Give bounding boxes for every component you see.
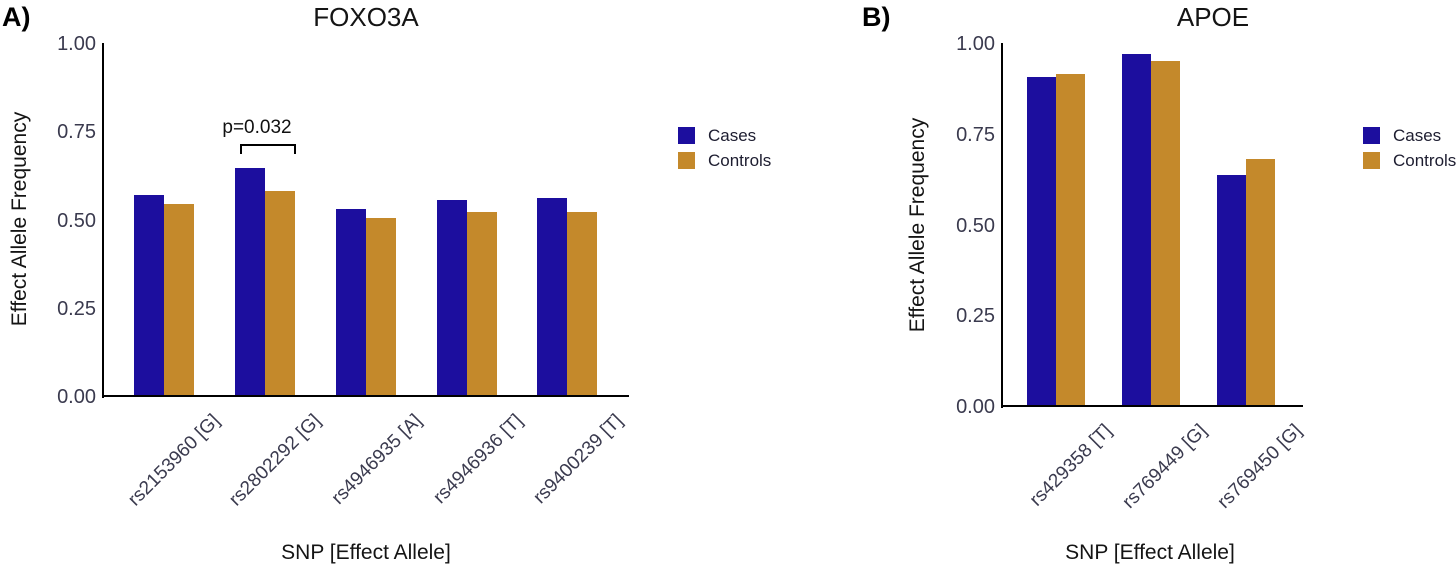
y-tick-label: 1.00 [956,33,995,55]
x-axis-line [102,395,629,397]
bar-controls-2 [1246,159,1275,406]
legend: Cases Controls [678,127,771,169]
x-axis-title: SNP [Effect Allele] [281,541,451,564]
legend-label: Cases [1393,126,1442,145]
panel-label-a: A) [2,2,31,32]
legend-swatch-controls [678,152,695,169]
bar-controls-1 [264,191,295,396]
legend-item-cases: Cases [678,127,771,144]
x-axis-line [1001,405,1303,407]
bar-cases-1 [234,168,265,396]
bar-controls-1 [1151,61,1180,406]
legend-swatch-cases [678,127,695,144]
bar-cases-2 [1217,175,1246,406]
bar-controls-2 [366,217,396,396]
bar-cases-4 [537,198,567,396]
chart-title-apoe: APOE [1176,2,1250,32]
legend-swatch-controls [1363,152,1380,169]
y-axis-title: Effect Allele Frequency [8,111,31,327]
y-axis-line [1001,43,1003,408]
y-tick-label: 0.50 [57,209,96,232]
y-tick-label: 0.50 [956,214,995,237]
chart-title-foxo3a: FOXO3A [313,2,419,32]
bar-cases-0 [134,194,164,396]
bar-controls-4 [567,212,597,396]
y-tick-label: 0.00 [956,396,995,418]
bar-controls-0 [1056,73,1085,406]
legend-swatch-cases [1363,127,1380,144]
bar-controls-0 [164,203,194,396]
y-tick-label: 0.25 [57,297,96,320]
bar-cases-0 [1027,77,1056,406]
bar-cases-1 [1122,53,1151,406]
x-axis-title: SNP [Effect Allele] [1065,541,1235,564]
bar-cases-2 [336,208,366,396]
y-tick-label: 1.00 [57,33,96,55]
bar-controls-3 [466,212,497,396]
y-tick-label: 0.75 [57,121,96,144]
y-axis-title: Effect Allele Frequency [906,117,929,333]
legend-label: Cases [708,126,757,145]
y-tick-label: 0.25 [956,305,995,328]
y-axis-line [102,43,104,398]
legend-item-cases: Cases [1363,127,1456,144]
panel-label-b: B) [862,2,891,32]
y-tick-label: 0.00 [57,386,96,408]
significance-bracket [240,144,296,154]
legend-label: Controls [1393,151,1456,170]
legend: Cases Controls [1363,127,1456,169]
legend-item-controls: Controls [678,152,771,169]
y-tick-label: 0.75 [956,123,995,146]
legend-label: Controls [708,151,772,170]
legend-item-controls: Controls [1363,152,1456,169]
bar-cases-3 [436,200,467,396]
p-value-annotation: p=0.032 [222,117,292,138]
